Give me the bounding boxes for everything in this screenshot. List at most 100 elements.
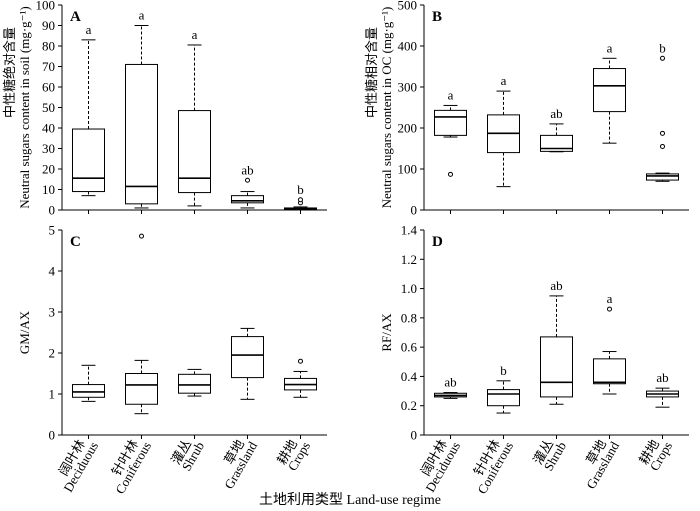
panel-label: D: [432, 234, 443, 250]
y-tick-label: 1: [49, 387, 56, 402]
y-tick-label: 90: [42, 18, 55, 33]
box-coniferous: b: [487, 363, 520, 414]
iqr-box: [540, 134, 573, 152]
y-axis-label: GM/AX: [17, 310, 32, 354]
y-tick-label: 80: [42, 39, 55, 54]
y-tick-label: 50: [42, 100, 55, 115]
y-tick-label: 0: [49, 428, 56, 443]
significance-letter: a: [607, 40, 613, 55]
y-tick-label: 0.4: [401, 369, 418, 384]
y-axis-label-zh: 中性糖绝对含量: [2, 27, 17, 118]
y-tick-label: 40: [42, 121, 55, 136]
box-shrub: ab: [540, 106, 573, 153]
y-tick-label: 300: [398, 80, 418, 95]
y-tick-label: 0.6: [401, 340, 418, 355]
y-tick-label: 3: [49, 305, 56, 320]
significance-letter: b: [500, 363, 507, 378]
outlier-point: [298, 197, 303, 203]
iqr-box: [593, 68, 626, 113]
box-grassland: ab: [231, 162, 264, 209]
y-tick-label: 200: [398, 121, 418, 136]
y-tick-label: 1.2: [401, 252, 417, 267]
outlier-point: [660, 143, 665, 149]
box-deciduous: a: [72, 22, 105, 197]
y-tick-label: 70: [42, 59, 55, 74]
significance-letter: b: [297, 182, 304, 197]
box-shrub: ab: [540, 278, 573, 405]
panel-D: D00.20.40.60.81.01.21.4RF/AXabbabaab阔叶林D…: [379, 223, 689, 497]
iqr-box: [231, 195, 264, 204]
iqr-box: [178, 373, 211, 394]
significance-letter: a: [86, 22, 92, 37]
significance-letter: ab: [550, 106, 562, 121]
y-tick-label: 5: [49, 223, 56, 238]
box-deciduous: ab: [434, 375, 467, 399]
box-coniferous: a: [125, 8, 158, 209]
box-crops: b: [284, 182, 317, 211]
iqr-box: [125, 373, 158, 405]
box-coniferous: [125, 233, 158, 415]
y-tick-label: 1.0: [401, 281, 417, 296]
outlier-point: [660, 55, 665, 61]
iqr-box: [125, 63, 158, 205]
x-axis-label: 土地利用类型 Land-use regime: [259, 492, 441, 508]
iqr-box: [646, 173, 679, 181]
y-tick-label: 10: [42, 182, 55, 197]
outlier-point: [298, 358, 303, 364]
significance-letter: a: [448, 87, 454, 102]
iqr-box: [72, 128, 105, 193]
significance-letter: a: [139, 8, 145, 23]
box-crops: b: [646, 40, 679, 182]
box-crops: [284, 358, 317, 398]
y-tick-label: 60: [42, 80, 55, 95]
y-axis-label-en: Neutral sugars content in soil (mg·g⁻¹): [17, 6, 32, 208]
significance-letter: a: [192, 27, 198, 42]
y-tick-label: 4: [49, 264, 56, 279]
box-deciduous: [72, 364, 105, 402]
iqr-box: [434, 109, 467, 136]
y-tick-label: 30: [42, 141, 55, 156]
significance-letter: ab: [656, 370, 668, 385]
y-tick-label: 500: [398, 0, 418, 13]
box-shrub: a: [178, 27, 211, 207]
iqr-box: [540, 336, 573, 398]
y-tick-label: 400: [398, 39, 418, 54]
significance-letter: a: [501, 73, 507, 88]
significance-letter: ab: [550, 278, 562, 293]
iqr-box: [72, 384, 105, 398]
y-tick-label: 0: [49, 203, 56, 218]
box-shrub: [178, 368, 211, 397]
panel-label: C: [70, 234, 81, 250]
box-grassland: a: [593, 291, 626, 395]
y-tick-label: 0.8: [401, 310, 417, 325]
y-axis-label-en: Neutral sugars content in OC (mg·g⁻¹): [379, 7, 394, 209]
y-tick-label: 1.4: [401, 223, 418, 238]
outlier-point: [139, 233, 144, 239]
significance-letter: ab: [444, 375, 456, 390]
significance-letter: b: [659, 40, 666, 55]
outlier-point: [448, 171, 453, 177]
panel-label: B: [432, 9, 442, 25]
panel-label: A: [70, 9, 81, 25]
iqr-box: [178, 110, 211, 194]
iqr-box: [231, 336, 264, 379]
outlier-point: [660, 130, 665, 136]
box-deciduous: a: [434, 87, 467, 177]
y-tick-label: 0: [411, 428, 418, 443]
y-axis-label: RF/AX: [379, 313, 394, 352]
outlier-point: [607, 306, 612, 312]
y-tick-label: 100: [36, 0, 56, 13]
y-axis-label-zh: 中性糖相对含量: [364, 27, 379, 118]
y-tick-label: 20: [42, 162, 55, 177]
box-crops: ab: [646, 370, 679, 408]
y-tick-label: 0.2: [401, 398, 417, 413]
outlier-point: [245, 177, 250, 183]
significance-letter: a: [607, 291, 613, 306]
panel-A: A 0 10 20 30 40 50 60 70 80 90 100 中性糖绝对含量 Neutral su…: [2, 0, 327, 218]
significance-letter: ab: [241, 162, 253, 177]
panel-B: B 0 100 200 300 400 500 中性糖相对含量 Neutral sugars c…: [364, 0, 689, 218]
iqr-box: [487, 389, 520, 407]
